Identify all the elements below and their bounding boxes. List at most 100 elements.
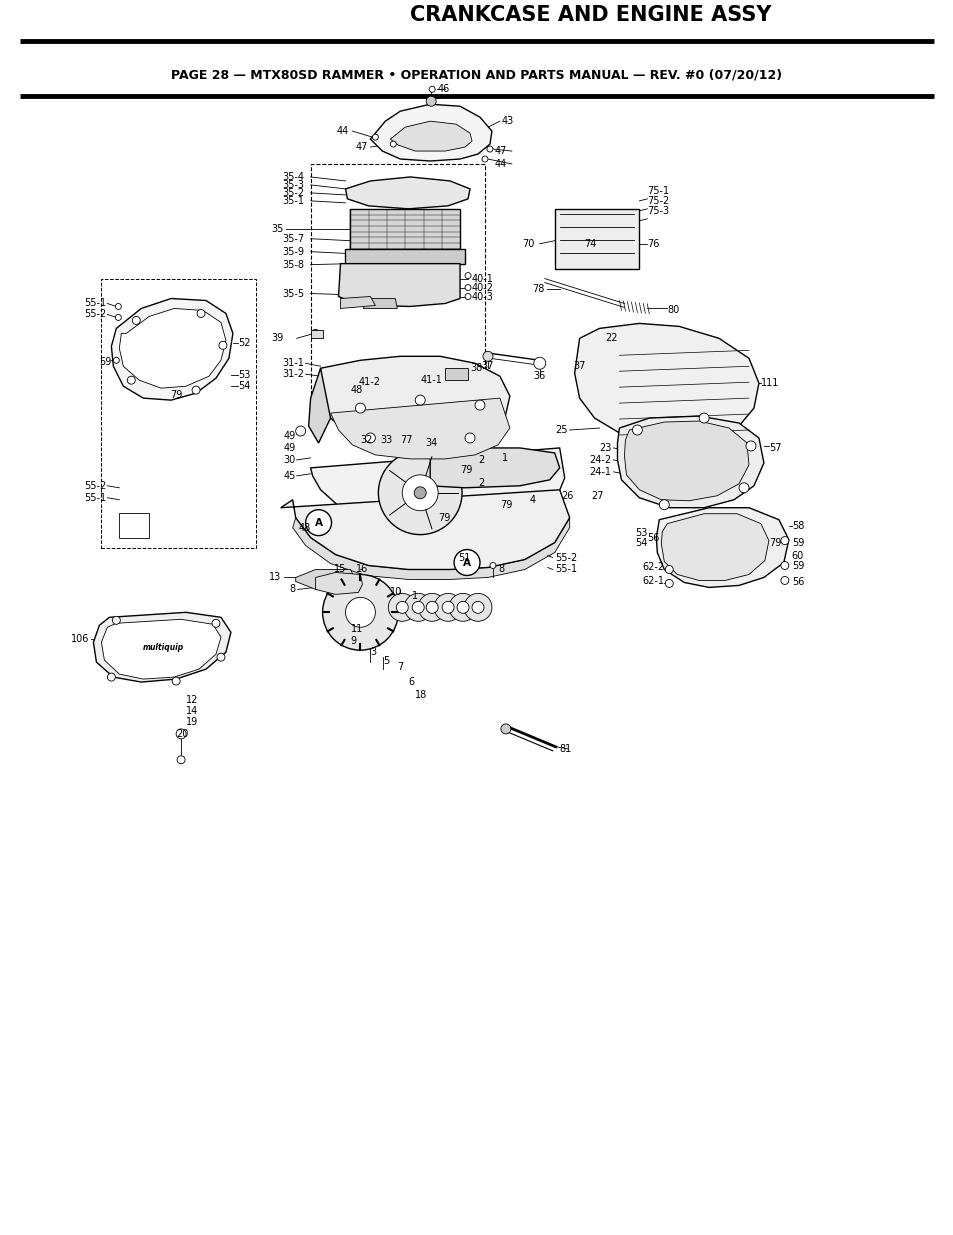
Text: 79: 79: [437, 513, 450, 522]
Circle shape: [482, 351, 493, 362]
Circle shape: [219, 341, 227, 350]
Text: 40-1: 40-1: [472, 274, 494, 284]
Text: 40-2: 40-2: [472, 283, 494, 293]
Text: 49: 49: [283, 443, 295, 453]
Text: 106: 106: [71, 635, 90, 645]
Text: 55-1: 55-1: [84, 493, 107, 503]
Bar: [311, 331, 322, 338]
Text: 41-1: 41-1: [419, 375, 441, 385]
Circle shape: [192, 387, 200, 394]
Text: 37: 37: [481, 362, 494, 372]
Circle shape: [449, 593, 476, 621]
Text: 47: 47: [355, 142, 368, 152]
Polygon shape: [445, 368, 468, 380]
Text: 34: 34: [425, 438, 437, 448]
Circle shape: [426, 601, 437, 614]
Polygon shape: [430, 448, 559, 488]
Text: 30: 30: [283, 454, 295, 464]
Text: 10: 10: [390, 588, 402, 598]
Text: 16: 16: [355, 564, 368, 574]
Polygon shape: [350, 209, 459, 248]
Circle shape: [115, 315, 121, 320]
Text: 48: 48: [298, 522, 311, 532]
Text: 44: 44: [335, 126, 348, 136]
Text: 32: 32: [360, 435, 373, 445]
Text: 49: 49: [283, 431, 295, 441]
Text: 74: 74: [584, 238, 597, 248]
Text: 43: 43: [501, 116, 514, 126]
Circle shape: [463, 593, 492, 621]
Text: 1: 1: [412, 592, 418, 601]
Bar: [119, 513, 149, 537]
Circle shape: [414, 487, 426, 499]
Text: 70: 70: [522, 238, 535, 248]
Polygon shape: [345, 248, 464, 263]
Circle shape: [464, 433, 475, 443]
Circle shape: [115, 304, 121, 310]
Circle shape: [113, 357, 119, 363]
Circle shape: [305, 510, 332, 536]
Text: 40-3: 40-3: [472, 291, 494, 301]
Text: 55-2: 55-2: [554, 552, 577, 562]
Text: 19: 19: [186, 718, 198, 727]
Polygon shape: [280, 490, 569, 569]
Circle shape: [322, 574, 397, 650]
Polygon shape: [574, 324, 759, 443]
Circle shape: [500, 724, 511, 734]
Circle shape: [534, 357, 545, 369]
Circle shape: [216, 653, 225, 661]
Circle shape: [112, 616, 120, 624]
Circle shape: [415, 395, 425, 405]
Circle shape: [355, 403, 365, 412]
Text: 54: 54: [635, 537, 647, 547]
Text: 52: 52: [237, 338, 250, 348]
Polygon shape: [295, 569, 355, 589]
Bar: [311, 164, 484, 408]
Polygon shape: [340, 296, 375, 309]
Text: 80: 80: [666, 305, 679, 315]
Text: 22: 22: [604, 333, 617, 343]
Circle shape: [212, 619, 220, 627]
Text: 1: 1: [501, 453, 508, 463]
Text: 44: 44: [495, 159, 507, 169]
Bar: [101, 279, 255, 547]
Circle shape: [699, 412, 708, 424]
Circle shape: [108, 673, 115, 680]
Circle shape: [745, 441, 755, 451]
Text: 76: 76: [647, 238, 659, 248]
Text: 36: 36: [533, 372, 545, 382]
Circle shape: [378, 451, 461, 535]
Text: 35-2: 35-2: [282, 188, 304, 198]
Circle shape: [365, 433, 375, 443]
Circle shape: [429, 86, 435, 93]
Text: 57: 57: [768, 443, 781, 453]
Polygon shape: [101, 619, 221, 679]
Polygon shape: [363, 299, 396, 309]
Text: 75-1: 75-1: [647, 186, 669, 196]
Text: 18: 18: [415, 690, 427, 700]
Text: 60: 60: [791, 551, 803, 561]
Circle shape: [739, 483, 748, 493]
Circle shape: [472, 601, 483, 614]
Polygon shape: [112, 299, 233, 400]
Text: 39: 39: [272, 333, 283, 343]
Polygon shape: [93, 613, 231, 682]
Circle shape: [441, 601, 454, 614]
Text: 59: 59: [791, 561, 803, 571]
Text: 35-7: 35-7: [282, 233, 304, 243]
Text: 6: 6: [408, 677, 414, 687]
Text: 15: 15: [334, 564, 346, 574]
Circle shape: [464, 294, 471, 300]
Text: 4: 4: [529, 495, 536, 505]
Circle shape: [490, 562, 496, 568]
Circle shape: [402, 474, 437, 511]
Text: 78: 78: [532, 284, 544, 294]
Circle shape: [372, 135, 378, 140]
Text: 56: 56: [791, 578, 803, 588]
Text: 53: 53: [635, 527, 647, 537]
Text: 35-1: 35-1: [282, 196, 304, 206]
Text: 56: 56: [646, 532, 659, 542]
Polygon shape: [624, 421, 748, 500]
Circle shape: [426, 96, 436, 106]
Text: 2: 2: [477, 478, 484, 488]
